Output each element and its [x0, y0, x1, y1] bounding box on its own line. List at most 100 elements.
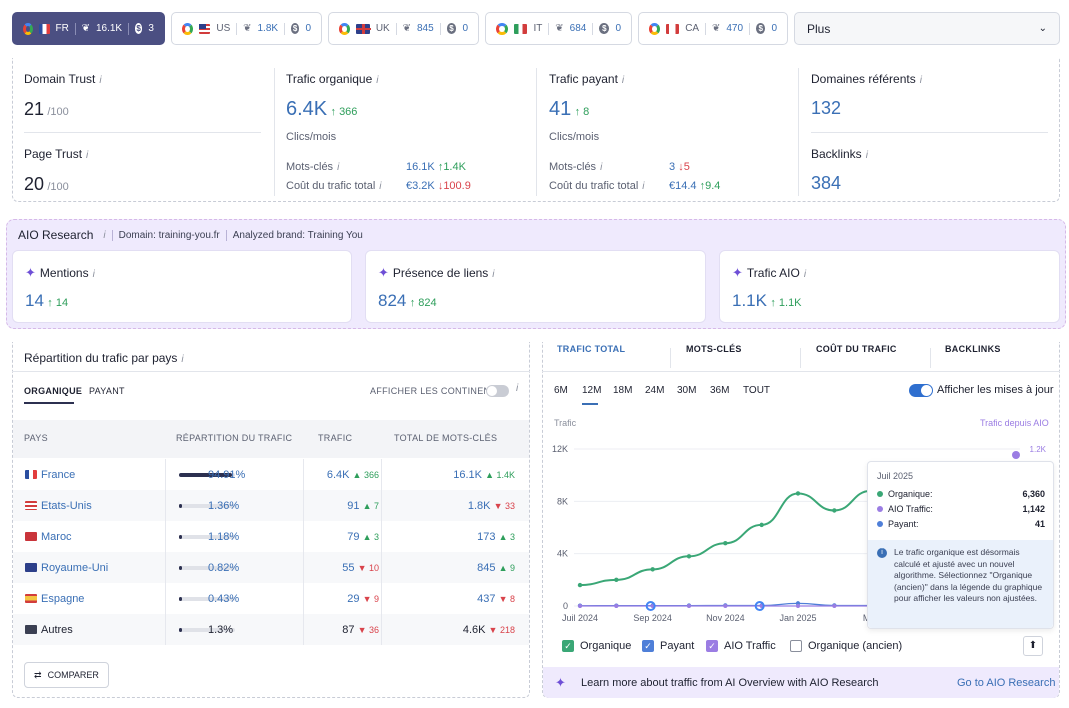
- legend-organique[interactable]: ✓ Organique: [562, 640, 631, 652]
- compare-button[interactable]: ⇄ COMPARER: [24, 662, 109, 688]
- country-tab-ca[interactable]: CA ❦ 470 $ 0: [638, 12, 788, 45]
- info-icon[interactable]: i: [919, 75, 922, 86]
- organic-keywords-value[interactable]: 16.1K ↑1.4K: [406, 161, 466, 173]
- keywords-value[interactable]: 1.8K ▼ 33: [467, 500, 515, 512]
- keywords-value[interactable]: 437 ▼ 8: [477, 593, 515, 605]
- traffic-value[interactable]: 29 ▼ 9: [347, 593, 379, 605]
- organique-point: [759, 522, 764, 528]
- organic-traffic-label: Trafic organique i: [286, 72, 379, 86]
- tab-trafic-total[interactable]: TRAFIC TOTAL: [557, 344, 626, 354]
- range-6m[interactable]: 6M: [554, 385, 568, 396]
- backlinks-value[interactable]: 384: [811, 173, 842, 193]
- continents-toggle[interactable]: [486, 385, 509, 397]
- info-icon[interactable]: i: [621, 75, 625, 86]
- traffic-share: 0.43%: [208, 593, 240, 605]
- country-code: UK: [375, 23, 390, 34]
- chart-tabs: [542, 342, 1060, 372]
- tab-organique[interactable]: ORGANIQUE: [24, 386, 83, 396]
- y-tick-label: 4K: [557, 549, 568, 559]
- coin-icon: $: [134, 23, 143, 34]
- keyword-count: 470: [726, 23, 744, 34]
- keywords-value[interactable]: 173 ▲ 3: [477, 531, 515, 543]
- info-icon[interactable]: i: [86, 150, 89, 161]
- country-name[interactable]: Espagne: [41, 593, 85, 605]
- country-code: US: [216, 23, 231, 34]
- table-row[interactable]: Autres 1.3% 87 ▼ 36 4.6K ▼ 218: [13, 614, 529, 645]
- more-countries-select[interactable]: Plus ⌄: [794, 12, 1060, 45]
- flag-uk-icon: [356, 23, 372, 34]
- links-label: Présence de liens: [392, 266, 489, 280]
- country-name[interactable]: Etats-Unis: [41, 500, 92, 512]
- organic-traffic-value[interactable]: 6.4K ↑ 366: [286, 98, 358, 120]
- country-name[interactable]: Maroc: [41, 531, 72, 543]
- keyword-count: 16.1K: [95, 23, 123, 34]
- updates-toggle[interactable]: [909, 384, 933, 397]
- mentions-label: Mentions: [39, 266, 89, 280]
- keyword-count: 845: [417, 23, 434, 34]
- info-icon[interactable]: i: [99, 75, 102, 86]
- flag-it-icon: [513, 23, 528, 34]
- leaf-icon: ❦: [81, 23, 90, 34]
- coin-icon: $: [290, 23, 300, 34]
- country-name[interactable]: France: [41, 469, 76, 481]
- flag-icon: [25, 501, 37, 510]
- country-name[interactable]: Royaume-Uni: [41, 562, 109, 574]
- tab-payant[interactable]: PAYANT: [89, 386, 125, 396]
- table-row[interactable]: Royaume-Uni 0.82% 55 ▼ 10 845 ▲ 9: [13, 552, 529, 583]
- compare-icon: ⇄: [34, 669, 42, 680]
- aio-traffic-value[interactable]: 1.1K ↑ 1.1K: [732, 291, 802, 310]
- traffic-value[interactable]: 91 ▲ 7: [347, 500, 379, 512]
- domain-trust-value: 21 /100: [24, 99, 69, 119]
- traffic-share: 1.18%: [208, 531, 240, 543]
- tooltip-row: Organique: 6,360: [877, 489, 1045, 499]
- coin-icon: $: [755, 23, 766, 34]
- tab-cout-trafic[interactable]: COÛT DU TRAFIC: [816, 344, 897, 354]
- organique-point: [577, 582, 583, 588]
- keywords-value[interactable]: 16.1K ▲ 1.4K: [453, 469, 515, 481]
- export-icon[interactable]: ⬆: [1023, 636, 1043, 656]
- range-18m[interactable]: 18M: [613, 385, 633, 396]
- country-tab-us[interactable]: US ❦ 1.8K $ 0: [171, 12, 322, 45]
- traffic-value[interactable]: 6.4K ▲ 366: [326, 469, 379, 481]
- go-to-aio-link[interactable]: Go to AIO Research: [957, 677, 1056, 689]
- table-row[interactable]: Espagne 0.43% 29 ▼ 9 437 ▼ 8: [13, 583, 529, 614]
- aio-title: AIO Research: [18, 228, 94, 242]
- country-tab-fr[interactable]: FR ❦ 16.1K $ 3: [12, 12, 165, 45]
- keywords-value[interactable]: 845 ▲ 9: [477, 562, 515, 574]
- traffic-value[interactable]: 55 ▼ 10: [342, 562, 379, 574]
- range-30m[interactable]: 30M: [677, 385, 697, 396]
- organique-point: [832, 508, 837, 513]
- legend-payant[interactable]: ✓ Payant: [642, 640, 694, 652]
- secondary-y-tick-label: 1.2K: [1030, 445, 1047, 454]
- range-12m[interactable]: 12M: [582, 385, 602, 396]
- links-value[interactable]: 824 ↑ 824: [378, 291, 437, 310]
- tab-backlinks[interactable]: BACKLINKS: [945, 344, 1001, 354]
- paid-keywords-value[interactable]: 3 ↓5: [669, 161, 690, 173]
- table-row[interactable]: Maroc 1.18% 79 ▲ 3 173 ▲ 3: [13, 521, 529, 552]
- range-24m[interactable]: 24M: [645, 385, 665, 396]
- country-tab-it[interactable]: IT ❦ 684 $ 0: [485, 12, 632, 45]
- keyword-count: 1.8K: [257, 23, 279, 34]
- aio-point: [578, 604, 582, 608]
- referring-domains-value[interactable]: 132: [811, 98, 842, 118]
- range-36m[interactable]: 36M: [710, 385, 730, 396]
- traffic-value[interactable]: 79 ▲ 3: [347, 531, 379, 543]
- paid-traffic-value[interactable]: 41 ↑ 8: [549, 98, 590, 120]
- aio-banner: ✦ Learn more about traffic from AI Overv…: [543, 667, 1059, 698]
- info-icon[interactable]: i: [865, 150, 868, 161]
- country-tab-uk[interactable]: UK ❦ 845 $ 0: [328, 12, 479, 45]
- keywords-value[interactable]: 4.6K ▼ 218: [462, 624, 515, 636]
- legend-organique-ancien[interactable]: Organique (ancien): [790, 640, 902, 652]
- mentions-value[interactable]: 14 ↑ 14: [25, 291, 69, 310]
- legend-aio-traffic[interactable]: ✓ AIO Traffic: [706, 640, 776, 652]
- share-bar: [179, 628, 235, 632]
- info-icon[interactable]: i: [376, 75, 379, 86]
- traffic-value[interactable]: 87 ▼ 36: [342, 624, 379, 636]
- organique-point: [650, 567, 655, 572]
- sparkle-icon: ✦: [732, 265, 743, 280]
- table-row[interactable]: France 94.91% 6.4K ▲ 366 16.1K ▲ 1.4K: [13, 459, 529, 490]
- table-row[interactable]: Etats-Unis 1.36% 91 ▲ 7 1.8K ▼ 33: [13, 490, 529, 521]
- tab-mots-cles[interactable]: MOTS-CLÉS: [686, 344, 742, 354]
- range-tout[interactable]: TOUT: [743, 385, 771, 396]
- country-name[interactable]: Autres: [41, 624, 73, 636]
